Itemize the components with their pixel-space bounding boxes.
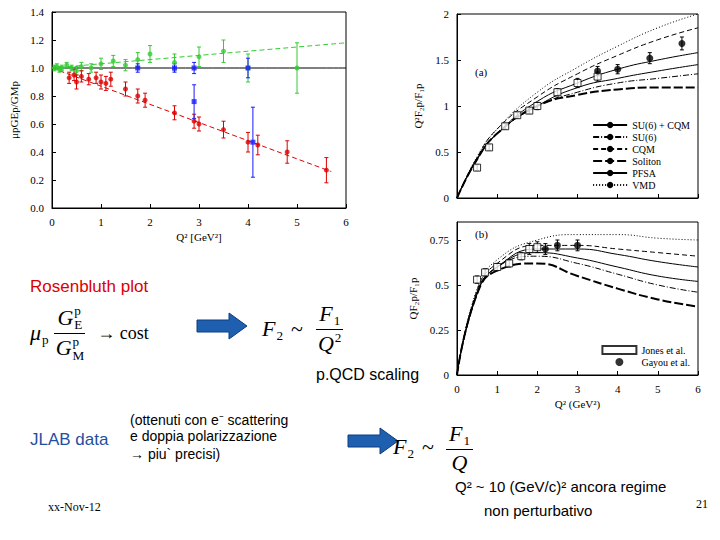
html-text:E: E xyxy=(74,316,83,332)
svg-text:0.5: 0.5 xyxy=(435,146,449,158)
html-text:xx-Nov-12: xx-Nov-12 xyxy=(48,500,101,514)
svg-text:3: 3 xyxy=(196,216,202,228)
html-text:(ottenuti con e⁻ scattering: (ottenuti con e⁻ scattering xyxy=(130,412,289,428)
svg-text:1.5: 1.5 xyxy=(435,54,449,66)
html-text:Q² ~ 10 (GeV/c)² ancora regime: Q² ~ 10 (GeV/c)² ancora regime xyxy=(455,478,667,495)
svg-text:0.4: 0.4 xyxy=(30,146,44,158)
svg-text:0.0: 0.0 xyxy=(30,202,44,214)
svg-text:(b): (b) xyxy=(475,228,488,241)
html-text:Gp: Gp xyxy=(57,303,81,330)
svg-text:0: 0 xyxy=(444,192,450,204)
html-text:→ cost: → cost xyxy=(97,322,149,343)
svg-text:0.75: 0.75 xyxy=(430,234,450,246)
svg-text:Jones et al.: Jones et al. xyxy=(641,345,685,356)
svg-text:0.5: 0.5 xyxy=(435,279,449,291)
svg-text:VMD: VMD xyxy=(632,180,655,191)
svg-text:1: 1 xyxy=(98,216,104,228)
svg-text:0: 0 xyxy=(454,383,460,395)
svg-text:PFSA: PFSA xyxy=(632,168,657,179)
html-text:21: 21 xyxy=(696,497,708,511)
svg-text:1.4: 1.4 xyxy=(30,6,44,18)
html-text:F2 ~: F2 ~ xyxy=(393,434,434,462)
svg-text:SU(6): SU(6) xyxy=(632,132,656,144)
html-text:μp: μp xyxy=(30,320,49,348)
html-text:F1: F1 xyxy=(449,420,470,448)
svg-text:0: 0 xyxy=(49,216,55,228)
svg-text:SU(6) + CQM: SU(6) + CQM xyxy=(632,120,690,132)
svg-text:CQM: CQM xyxy=(632,144,655,155)
html-text:Rosenbluth plot: Rosenbluth plot xyxy=(30,277,149,296)
html-text:F2 ~: F2 ~ xyxy=(262,316,303,344)
svg-text:Q²F₂p/F₁p: Q²F₂p/F₁p xyxy=(412,83,424,129)
svg-text:5: 5 xyxy=(294,216,300,228)
svg-text:4: 4 xyxy=(615,383,621,395)
svg-text:1.2: 1.2 xyxy=(30,34,44,46)
html-text:JLAB data: JLAB data xyxy=(30,430,109,449)
svg-text:2: 2 xyxy=(444,8,450,20)
svg-text:2: 2 xyxy=(535,383,541,395)
html-text:Q2: Q2 xyxy=(318,329,342,357)
svg-text:Gayou et al.: Gayou et al. xyxy=(641,357,690,368)
svg-text:Soliton: Soliton xyxy=(632,156,661,167)
html-text:non perturbativo: non perturbativo xyxy=(484,502,593,519)
svg-text:6: 6 xyxy=(695,383,701,395)
svg-text:6: 6 xyxy=(343,216,349,228)
svg-text:0.8: 0.8 xyxy=(30,90,44,102)
svg-text:2: 2 xyxy=(147,216,153,228)
svg-text:QF₂p/F₁p: QF₂p/F₁p xyxy=(407,277,419,319)
svg-text:(a): (a) xyxy=(475,66,488,79)
svg-text:1: 1 xyxy=(444,100,450,112)
svg-text:4: 4 xyxy=(245,216,251,228)
html-text:Gp: Gp xyxy=(55,333,80,361)
html-text:F1: F1 xyxy=(319,300,341,328)
html-text:M: M xyxy=(72,347,85,363)
svg-text:Q² [GeV²]: Q² [GeV²] xyxy=(176,231,221,243)
svg-text:0: 0 xyxy=(444,369,450,381)
svg-text:0.6: 0.6 xyxy=(30,118,44,130)
svg-text:0.2: 0.2 xyxy=(30,174,44,186)
svg-text:Q² (GeV²): Q² (GeV²) xyxy=(555,398,601,411)
svg-text:1.0: 1.0 xyxy=(30,62,44,74)
html-text:p.QCD scaling: p.QCD scaling xyxy=(316,366,420,383)
html-text:Q: Q xyxy=(451,449,468,475)
svg-text:1: 1 xyxy=(494,383,500,395)
svg-text:5: 5 xyxy=(655,383,661,395)
html-text:e doppia polarizzazione: e doppia polarizzazione xyxy=(130,428,278,444)
svg-text:3: 3 xyxy=(575,383,581,395)
svg-text:μpGEp/GMp: μpGEp/GMp xyxy=(8,81,20,139)
html-text:→ piu` precisi): → piu` precisi) xyxy=(130,446,221,462)
svg-text:0.25: 0.25 xyxy=(430,324,450,336)
